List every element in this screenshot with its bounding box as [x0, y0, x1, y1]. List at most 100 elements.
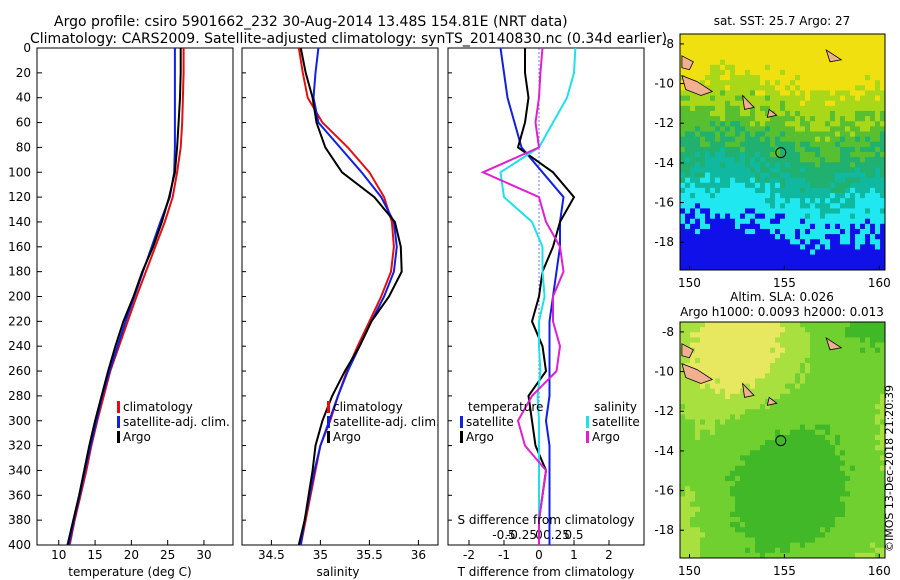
map-cell	[750, 409, 756, 415]
map-cell	[705, 496, 711, 502]
map-cell	[865, 198, 871, 204]
map-cell	[865, 455, 871, 461]
map-cell	[880, 182, 885, 189]
map-cell	[880, 146, 885, 153]
map-cell	[685, 39, 691, 45]
map-cell	[780, 203, 786, 209]
map-cell	[700, 552, 706, 558]
map-cell	[870, 172, 876, 179]
map-cell	[855, 182, 861, 189]
map-cell	[805, 409, 811, 415]
map-cell	[815, 234, 821, 240]
map-cell	[845, 322, 851, 328]
map-cell	[685, 542, 691, 549]
map-cell	[785, 85, 791, 91]
map-cell	[725, 213, 731, 220]
map-cell	[780, 146, 786, 153]
map-cell	[810, 39, 816, 45]
map-cell	[760, 152, 766, 158]
map-cell	[785, 49, 791, 55]
land-mass	[742, 94, 755, 110]
map-cell	[810, 80, 816, 86]
map-cell	[795, 491, 801, 497]
map-cell	[785, 511, 791, 518]
map-cell	[705, 547, 711, 554]
map-cell	[770, 54, 776, 61]
map-cell	[825, 398, 831, 405]
map-cell	[775, 445, 781, 451]
land-mass	[681, 74, 714, 96]
map-cell	[710, 157, 716, 163]
map-cell	[730, 131, 736, 138]
map-cell	[825, 496, 831, 502]
map-cell	[760, 75, 766, 81]
map-cell	[730, 522, 736, 528]
map-cell	[870, 373, 876, 379]
map-cell	[690, 95, 696, 102]
map-cell	[835, 203, 841, 209]
map-cell	[845, 254, 851, 261]
map-cell	[695, 357, 701, 364]
map-cell	[855, 126, 861, 132]
map-cell	[815, 455, 821, 461]
map-cell	[770, 198, 776, 204]
map-cell	[835, 532, 841, 538]
map-cell	[770, 450, 776, 456]
map-cell	[830, 172, 836, 179]
map-cell	[810, 208, 816, 214]
map-cell	[845, 357, 851, 364]
map-cell	[865, 357, 871, 364]
map-cell	[720, 223, 726, 230]
map-cell	[760, 332, 766, 338]
map-cell	[715, 44, 721, 50]
map-cell	[845, 116, 851, 122]
map-cell	[775, 80, 781, 86]
map-cell	[710, 259, 716, 266]
map-cell	[725, 434, 731, 441]
map-cell	[785, 368, 791, 374]
map-cell	[785, 363, 791, 369]
map-cell	[830, 398, 836, 405]
map-cell	[750, 54, 756, 61]
map-cell	[730, 337, 736, 343]
map-cell	[870, 244, 876, 250]
map-cell	[720, 434, 726, 441]
map-cell	[830, 131, 836, 138]
map-cell	[735, 527, 741, 533]
map-cell	[710, 532, 716, 538]
map-cell	[815, 419, 821, 426]
map-cell	[780, 182, 786, 189]
map-cell	[710, 470, 716, 477]
map-y-tick-label: -18	[654, 523, 674, 537]
map-cell	[710, 39, 716, 45]
map-cell	[755, 522, 761, 528]
map-cell	[790, 44, 796, 50]
map-cell	[745, 511, 751, 518]
map-cell	[810, 223, 816, 230]
map-cell	[875, 167, 881, 173]
map-cell	[695, 244, 701, 250]
map-cell	[850, 90, 856, 96]
map-cell	[805, 368, 811, 374]
map-cell	[690, 116, 696, 122]
map-cell	[715, 136, 721, 143]
map-cell	[720, 465, 726, 472]
map-cell	[785, 131, 791, 138]
map-cell	[720, 203, 726, 209]
map-cell	[745, 404, 751, 410]
map-cell	[810, 162, 816, 168]
map-cell	[760, 85, 766, 91]
map-cell	[770, 44, 776, 50]
map-cell	[840, 213, 846, 220]
map-cell	[705, 198, 711, 204]
map-cell	[755, 244, 761, 250]
map-cell	[745, 249, 751, 256]
map-cell	[875, 460, 881, 467]
map-cell	[800, 491, 806, 497]
map-cell	[810, 352, 816, 359]
map-cell	[680, 126, 686, 132]
map-cell	[850, 383, 856, 390]
map-cell	[845, 398, 851, 405]
map-cell	[790, 532, 796, 538]
map-cell	[880, 547, 885, 554]
